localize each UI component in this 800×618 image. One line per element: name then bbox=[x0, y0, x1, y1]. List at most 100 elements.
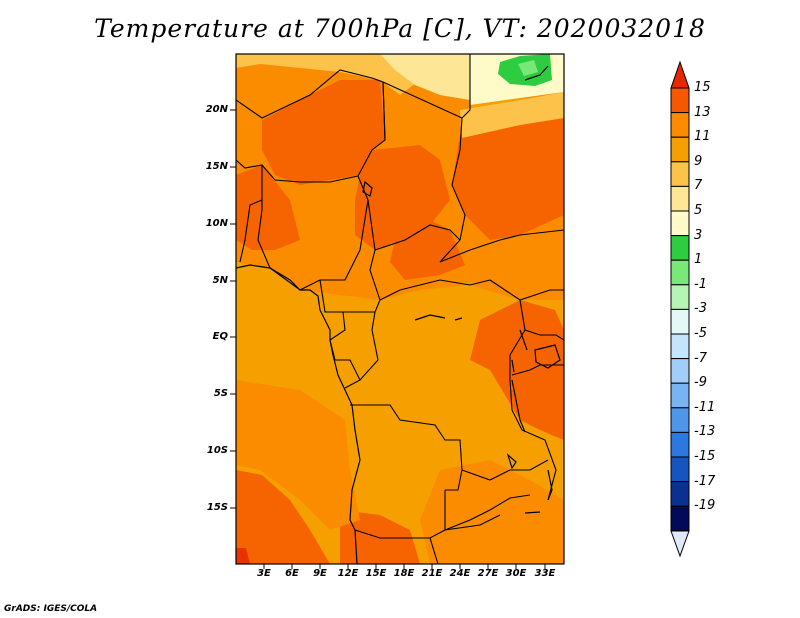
lon-label-12e: 12E bbox=[337, 568, 359, 579]
lat-label-5n: 5N bbox=[212, 275, 228, 286]
lon-label-33e: 33E bbox=[534, 568, 556, 579]
border-drc-east bbox=[509, 299, 557, 501]
field-region-13-a bbox=[262, 80, 385, 185]
axis-ticks bbox=[230, 109, 546, 569]
field-region-11-south bbox=[236, 380, 360, 530]
colorbar-label: 13 bbox=[694, 104, 711, 120]
colorbar-box bbox=[670, 235, 690, 261]
border-botswana bbox=[429, 537, 439, 564]
lake-albert bbox=[519, 329, 528, 351]
colorbar-label: -9 bbox=[694, 375, 707, 391]
border-namibia-caprivi bbox=[444, 514, 501, 531]
colorbar-box bbox=[670, 259, 690, 286]
colorbar-label: -1 bbox=[694, 276, 707, 292]
lake-kivu bbox=[511, 359, 515, 373]
colorbar-box bbox=[670, 505, 690, 532]
colorbar-label: -19 bbox=[694, 498, 716, 514]
field-region-minus1-ne bbox=[518, 60, 538, 76]
field-region-7-ne bbox=[460, 92, 564, 138]
colorbar-box bbox=[670, 407, 690, 433]
colorbar-box bbox=[670, 161, 690, 187]
border-drc-congo bbox=[359, 311, 379, 381]
lake-nile-ne bbox=[524, 65, 549, 81]
lat-label-15s: 15S bbox=[206, 502, 228, 513]
colorbar-box bbox=[670, 87, 690, 114]
colorbar-box bbox=[670, 333, 690, 360]
temperature-field bbox=[236, 54, 564, 564]
lon-label-15e: 15E bbox=[365, 568, 387, 579]
border-car-south bbox=[369, 249, 491, 301]
field-region-15 bbox=[236, 548, 250, 564]
lon-label-18e: 18E bbox=[393, 568, 415, 579]
border-zambia-south bbox=[444, 494, 531, 531]
border-zambia bbox=[461, 459, 549, 481]
border-rwanda bbox=[511, 364, 541, 376]
colorbar-label: -11 bbox=[694, 399, 716, 415]
lon-label-27e: 27E bbox=[477, 568, 499, 579]
lon-label-9e: 9E bbox=[313, 568, 327, 579]
colorbar-boxes bbox=[670, 87, 690, 532]
field-region-11-southeast bbox=[420, 460, 564, 564]
colorbar-label: -15 bbox=[694, 449, 716, 464]
border-libya-chad bbox=[382, 54, 471, 119]
colorbar-label: 1 bbox=[694, 252, 703, 268]
colorbar-label: 3 bbox=[694, 227, 703, 243]
field-region-13-d bbox=[236, 165, 300, 250]
colorbar-box bbox=[670, 358, 690, 384]
footer-credit: GrADS: IGES/COLA bbox=[4, 604, 98, 614]
colorbar-box bbox=[670, 112, 690, 138]
colorbar-label: 9 bbox=[694, 153, 703, 169]
lake-chad bbox=[362, 180, 373, 197]
colorbar bbox=[670, 60, 690, 558]
border-benin-togo bbox=[239, 199, 263, 263]
lat-label-5s: 5S bbox=[213, 388, 228, 399]
colorbar-label: 15 bbox=[694, 80, 711, 95]
colorbar-label: -7 bbox=[694, 350, 707, 366]
lon-label-6e: 6E bbox=[285, 568, 299, 579]
colorbar-top-arrow bbox=[670, 60, 690, 89]
lon-label-21e: 21E bbox=[421, 568, 443, 579]
lon-label-3e: 3E bbox=[257, 568, 271, 579]
river-congo-a bbox=[414, 314, 446, 321]
field-region-13-e bbox=[390, 215, 465, 280]
lon-label-24e: 24E bbox=[449, 568, 471, 579]
colorbar-box bbox=[670, 456, 690, 483]
colorbar-label: -3 bbox=[694, 301, 707, 317]
colorbar-box bbox=[670, 185, 690, 212]
colorbar-box bbox=[670, 308, 690, 335]
border-mali-niger bbox=[236, 159, 359, 183]
plot-frame bbox=[235, 53, 565, 565]
colorbar-box bbox=[670, 284, 690, 310]
colorbar-bottom-arrow bbox=[670, 530, 690, 558]
lake-mweru bbox=[506, 453, 517, 470]
lon-label-30e: 30E bbox=[505, 568, 527, 579]
lat-label-15n: 15N bbox=[205, 161, 228, 172]
colorbar-label: 11 bbox=[694, 129, 711, 145]
field-region-13-h bbox=[340, 510, 420, 564]
lat-label-eq: EQ bbox=[212, 331, 228, 342]
river-congo-b bbox=[454, 317, 463, 321]
colorbar-box bbox=[670, 210, 690, 237]
colorbar-label: 5 bbox=[694, 203, 703, 218]
border-chad-car bbox=[367, 199, 461, 251]
colorbar-box bbox=[670, 481, 690, 507]
colorbar-box bbox=[670, 136, 690, 163]
border-chad-sudan bbox=[439, 117, 466, 263]
colorbar-box bbox=[670, 382, 690, 409]
chart-title: Temperature at 700hPa [C], VT: 202003201… bbox=[94, 14, 706, 43]
coastlines bbox=[236, 65, 561, 564]
coast-gulf-of-guinea bbox=[236, 264, 361, 564]
lake-victoria bbox=[534, 344, 561, 369]
border-ssudan-east bbox=[489, 279, 564, 301]
field-region-13-g bbox=[236, 470, 330, 564]
lake-zambia bbox=[524, 511, 541, 514]
colorbar-label: -13 bbox=[694, 424, 716, 440]
border-angola-drc bbox=[350, 404, 463, 491]
colorbar-box bbox=[670, 431, 690, 458]
lat-label-10s: 10S bbox=[206, 445, 228, 456]
colorbar-label: -5 bbox=[694, 326, 707, 341]
lat-label-10n: 10N bbox=[205, 218, 228, 229]
field-region-5-north bbox=[380, 54, 470, 100]
field-region-13-c bbox=[452, 118, 564, 240]
